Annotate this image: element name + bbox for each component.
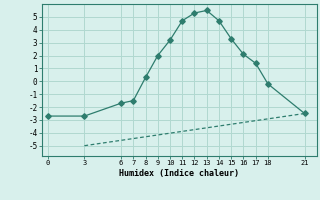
X-axis label: Humidex (Indice chaleur): Humidex (Indice chaleur) (119, 169, 239, 178)
